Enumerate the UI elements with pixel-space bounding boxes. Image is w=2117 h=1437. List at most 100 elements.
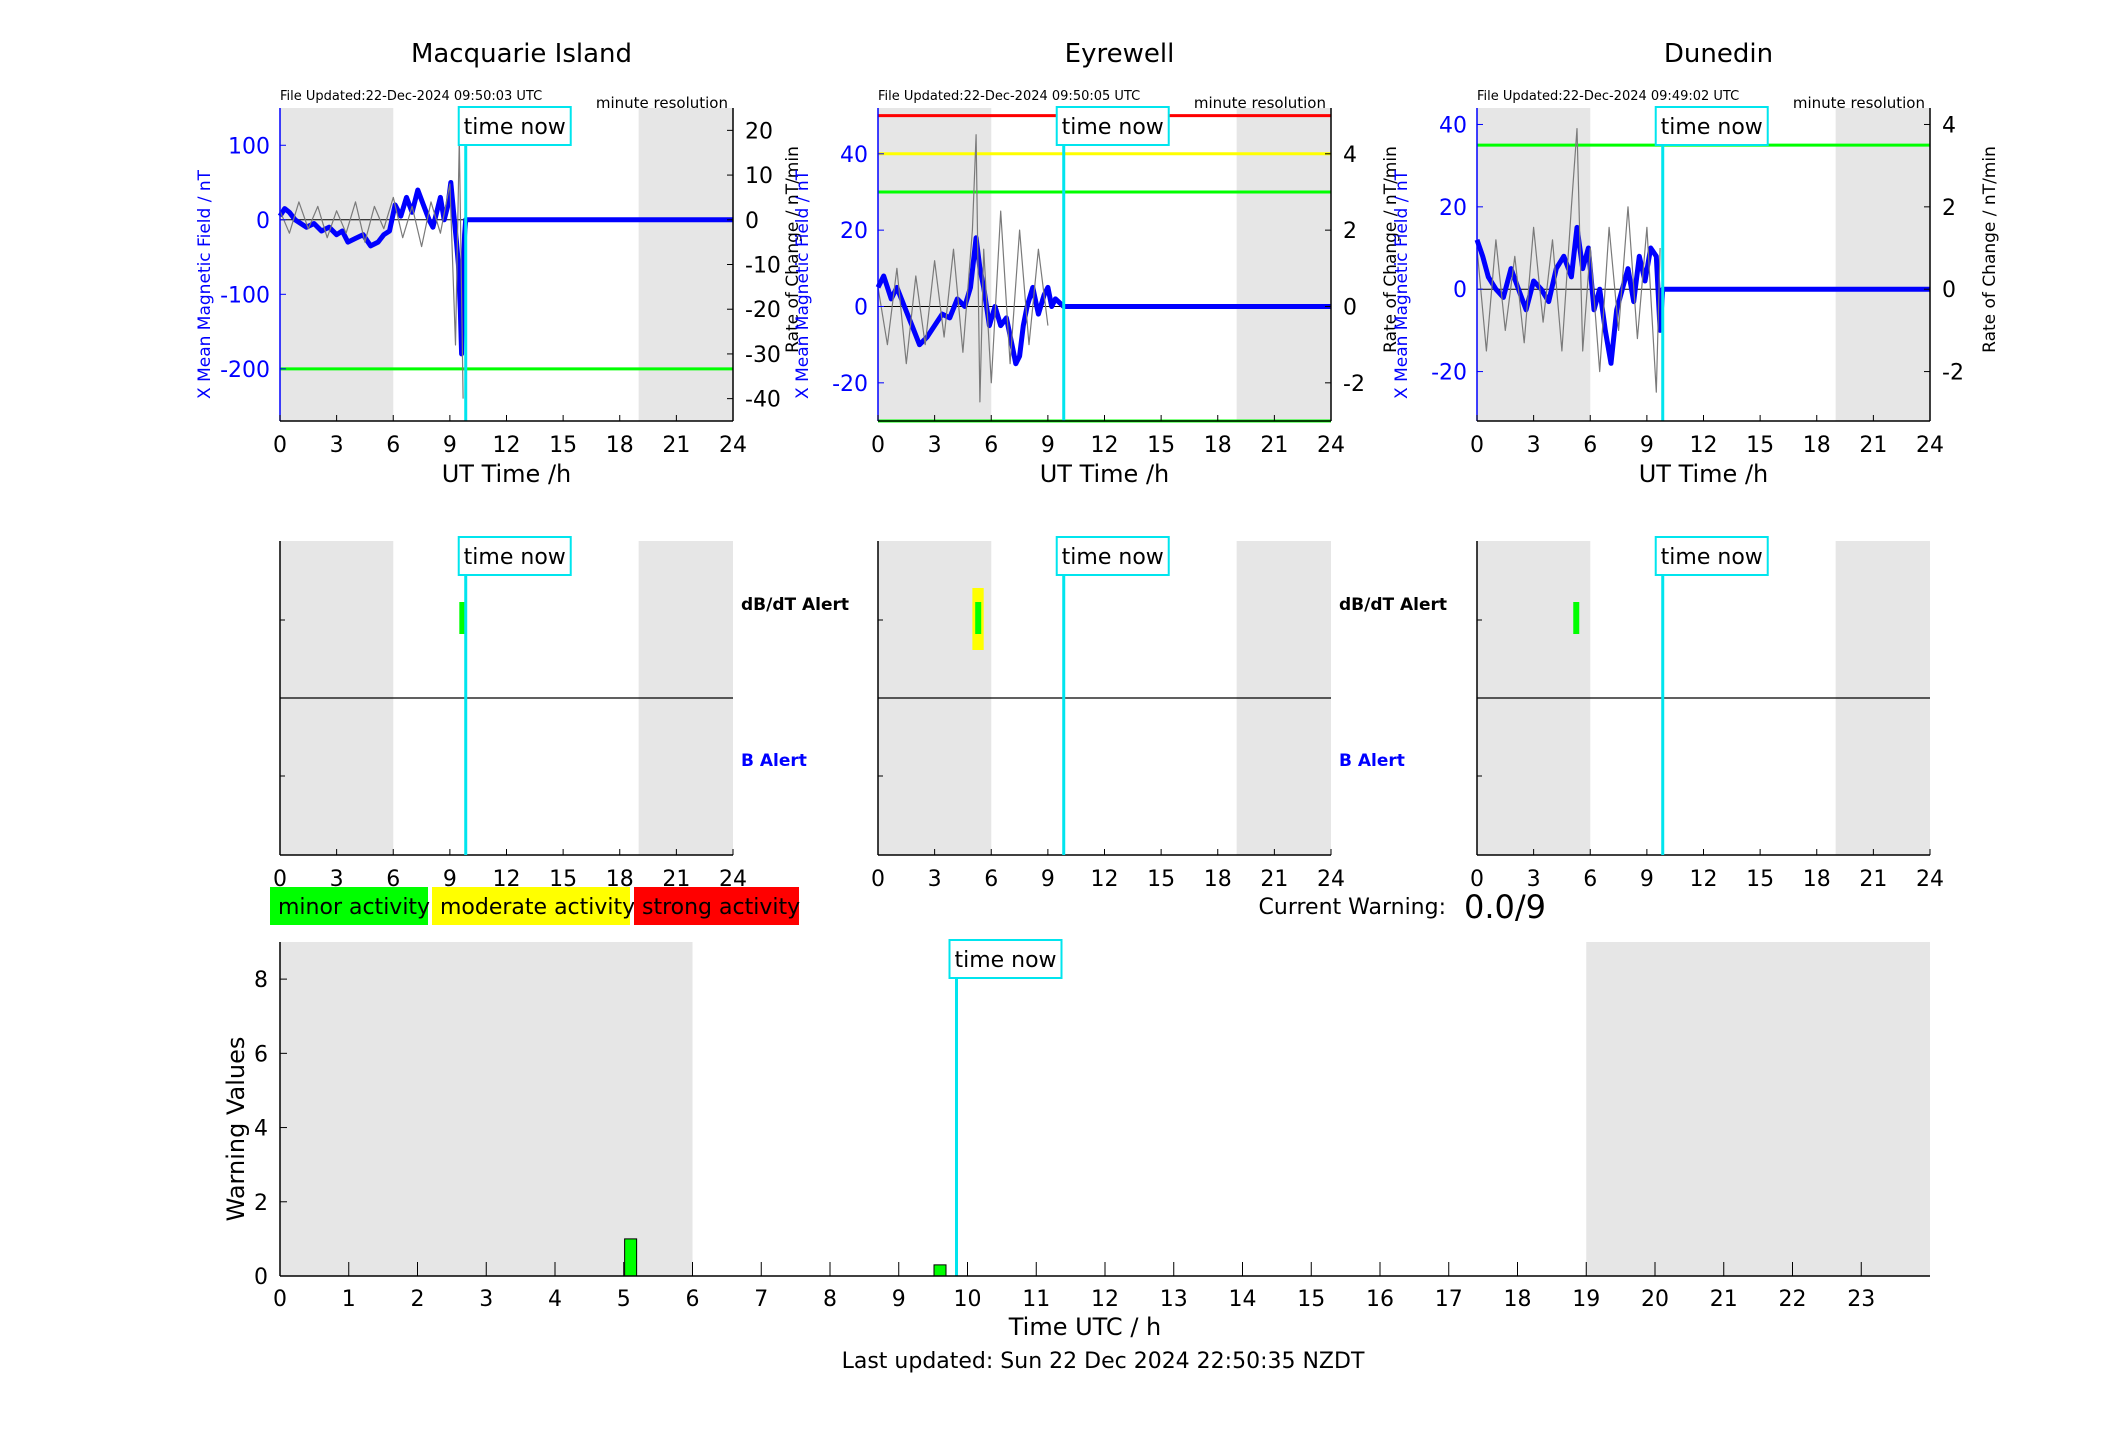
y2-tick-label: -30 bbox=[745, 343, 781, 368]
dbdt-alert-bar bbox=[975, 602, 982, 634]
x-tick-label: 12 bbox=[1091, 867, 1119, 892]
x-tick-label: 0 bbox=[1470, 433, 1484, 458]
y2-axis-label: Rate of Change / nT/min bbox=[1381, 146, 1401, 353]
y2-tick-label: -20 bbox=[745, 298, 781, 323]
time-now-label: time now bbox=[464, 115, 566, 140]
x-tick-label: 18 bbox=[1204, 433, 1232, 458]
b-alert-label: B Alert bbox=[1339, 751, 1405, 771]
resolution-label: minute resolution bbox=[1793, 94, 1925, 112]
time-now-box bbox=[948, 939, 1063, 979]
x-tick-label: 21 bbox=[1859, 433, 1887, 458]
x-tick-label: 15 bbox=[549, 433, 577, 458]
x-tick-label: 12 bbox=[1690, 867, 1718, 892]
x-tick-label: 6 bbox=[1583, 433, 1597, 458]
x-tick-label: 14 bbox=[1229, 1287, 1257, 1312]
y-tick-label: 2 bbox=[254, 1191, 268, 1216]
x-tick-label: 1 bbox=[342, 1287, 356, 1312]
station-panel-0: Macquarie Island File Updated:22-Dec-2024… bbox=[195, 39, 803, 488]
legend-label: moderate activity bbox=[440, 895, 635, 920]
x-tick-label: 4 bbox=[548, 1287, 562, 1312]
x-tick-label: 9 bbox=[1041, 867, 1055, 892]
time-now-label: time now bbox=[1661, 545, 1763, 570]
night-shading bbox=[1236, 108, 1331, 421]
night-shading bbox=[280, 942, 693, 1276]
dbdt-alert-label: dB/dT Alert bbox=[741, 595, 849, 615]
x-tick-label: 18 bbox=[1803, 433, 1831, 458]
y-tick-label: 0 bbox=[854, 295, 868, 320]
x-tick-label: 0 bbox=[1470, 867, 1484, 892]
time-now-box bbox=[1055, 536, 1170, 576]
night-shading bbox=[1835, 108, 1930, 421]
time-now-box bbox=[1654, 536, 1769, 576]
x-tick-label: 24 bbox=[719, 433, 747, 458]
resolution-label: minute resolution bbox=[1194, 94, 1326, 112]
x-tick-label: 21 bbox=[1260, 433, 1288, 458]
rate-series-line bbox=[1476, 128, 1661, 393]
current-warning-value: 0.0/9 bbox=[1464, 888, 1546, 926]
x-tick-label: 12 bbox=[1091, 433, 1119, 458]
x-tick-label: 15 bbox=[1746, 433, 1774, 458]
x-tick-label: 8 bbox=[823, 1287, 837, 1312]
y2-tick-label: 2 bbox=[1343, 219, 1357, 244]
x-tick-label: 15 bbox=[1746, 867, 1774, 892]
y2-tick-label: 20 bbox=[745, 119, 773, 144]
dbdt-alert-bar bbox=[1573, 602, 1580, 634]
y-tick-label: -20 bbox=[1431, 361, 1467, 386]
rate-series-line bbox=[279, 138, 464, 399]
night-shading bbox=[1586, 942, 1930, 1276]
x-tick-label: 22 bbox=[1779, 1287, 1807, 1312]
legend-swatch bbox=[432, 887, 630, 925]
y-tick-label: 20 bbox=[1439, 196, 1467, 221]
x-tick-label: 18 bbox=[1204, 867, 1232, 892]
x-tick-label: 3 bbox=[330, 867, 344, 892]
x-tick-label: 0 bbox=[871, 433, 885, 458]
y2-tick-label: 10 bbox=[745, 164, 773, 189]
y-tick-label: 6 bbox=[254, 1042, 268, 1067]
y-axis-label: Warning Values bbox=[222, 1037, 250, 1222]
last-updated-label: Last updated: Sun 22 Dec 2024 22:50:35 N… bbox=[842, 1349, 1365, 1374]
legend-swatch bbox=[270, 887, 428, 925]
time-now-label: time now bbox=[464, 545, 566, 570]
x-tick-label: 3 bbox=[928, 867, 942, 892]
y-tick-label: 100 bbox=[228, 134, 270, 159]
warning-bar bbox=[624, 1238, 638, 1277]
legend-label: minor activity bbox=[278, 895, 430, 920]
y2-tick-label: 0 bbox=[745, 209, 759, 234]
x-tick-label: 24 bbox=[1317, 867, 1345, 892]
x-tick-label: 21 bbox=[1260, 867, 1288, 892]
y-axis-label: X Mean Magnetic Field / nT bbox=[1392, 169, 1412, 399]
time-now-box bbox=[457, 536, 572, 576]
x-tick-label: 2 bbox=[411, 1287, 425, 1312]
x-tick-label: 9 bbox=[443, 433, 457, 458]
x-tick-label: 6 bbox=[984, 433, 998, 458]
y2-axis-label: Rate of Change / nT/min bbox=[1980, 146, 2000, 353]
x-tick-label: 10 bbox=[954, 1287, 982, 1312]
y-tick-label: 40 bbox=[840, 143, 868, 168]
x-tick-label: 15 bbox=[1297, 1287, 1325, 1312]
y-tick-label: 4 bbox=[254, 1117, 268, 1142]
current-warning-label: Current Warning: bbox=[1259, 895, 1446, 920]
dbdt-alert-bar bbox=[459, 602, 466, 634]
file-updated-label: File Updated:22-Dec-2024 09:50:03 UTC bbox=[280, 89, 542, 104]
y-tick-label: 40 bbox=[1439, 113, 1467, 138]
chart-title: Eyrewell bbox=[1065, 39, 1175, 69]
x-tick-label: 18 bbox=[1803, 867, 1831, 892]
x-tick-label: 3 bbox=[1527, 433, 1541, 458]
x-tick-label: 7 bbox=[754, 1287, 768, 1312]
x-tick-label: 3 bbox=[928, 433, 942, 458]
x-tick-label: 11 bbox=[1022, 1287, 1050, 1312]
legend-swatch bbox=[634, 887, 799, 925]
x-tick-label: 6 bbox=[386, 433, 400, 458]
night-shading bbox=[638, 108, 733, 421]
x-tick-label: 9 bbox=[1041, 433, 1055, 458]
x-tick-label: 0 bbox=[871, 867, 885, 892]
x-axis-label: UT Time /h bbox=[442, 460, 572, 488]
y2-tick-label: 0 bbox=[1942, 278, 1956, 303]
x-tick-label: 9 bbox=[1640, 433, 1654, 458]
x-tick-label: 17 bbox=[1435, 1287, 1463, 1312]
x-tick-label: 9 bbox=[1640, 867, 1654, 892]
x-axis-label: UT Time /h bbox=[1040, 460, 1170, 488]
